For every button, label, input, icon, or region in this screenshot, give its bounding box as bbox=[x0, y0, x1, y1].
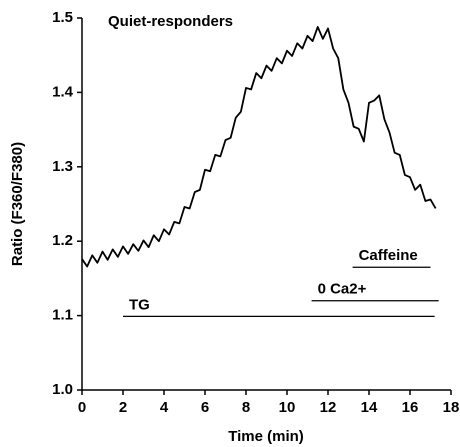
x-tick-label: 18 bbox=[443, 399, 460, 416]
x-tick-label: 12 bbox=[320, 399, 337, 416]
y-axis-label: Ratio (F360/F380) bbox=[9, 142, 26, 266]
x-tick-label: 0 bbox=[78, 399, 86, 416]
x-tick-label: 16 bbox=[402, 399, 419, 416]
x-tick-label: 2 bbox=[119, 399, 127, 416]
annotation-label: Caffeine bbox=[359, 247, 418, 264]
x-tick-label: 4 bbox=[160, 399, 169, 416]
y-tick-label: 1.5 bbox=[52, 9, 73, 26]
y-tick-label: 1.0 bbox=[52, 381, 73, 398]
annotation-label: TG bbox=[129, 296, 150, 313]
x-axis-label: Time (min) bbox=[228, 428, 304, 445]
y-tick-label: 1.3 bbox=[52, 158, 73, 175]
chart-title: Quiet-responders bbox=[108, 13, 233, 30]
y-tick-label: 1.1 bbox=[52, 307, 73, 324]
y-tick-label: 1.2 bbox=[52, 232, 73, 249]
x-tick-label: 10 bbox=[279, 399, 296, 416]
y-tick-label: 1.4 bbox=[52, 83, 74, 100]
annotation-label: 0 Ca2+ bbox=[318, 281, 367, 298]
x-tick-label: 14 bbox=[361, 399, 378, 416]
x-tick-label: 8 bbox=[242, 399, 250, 416]
x-tick-label: 6 bbox=[201, 399, 209, 416]
data-line bbox=[81, 26, 437, 268]
